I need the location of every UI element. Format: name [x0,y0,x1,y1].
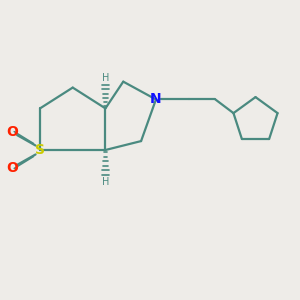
Text: N: N [150,92,162,106]
Text: H: H [102,177,109,187]
Text: H: H [102,73,109,83]
Text: O: O [6,125,18,139]
Text: S: S [35,143,45,157]
Text: O: O [6,161,18,175]
